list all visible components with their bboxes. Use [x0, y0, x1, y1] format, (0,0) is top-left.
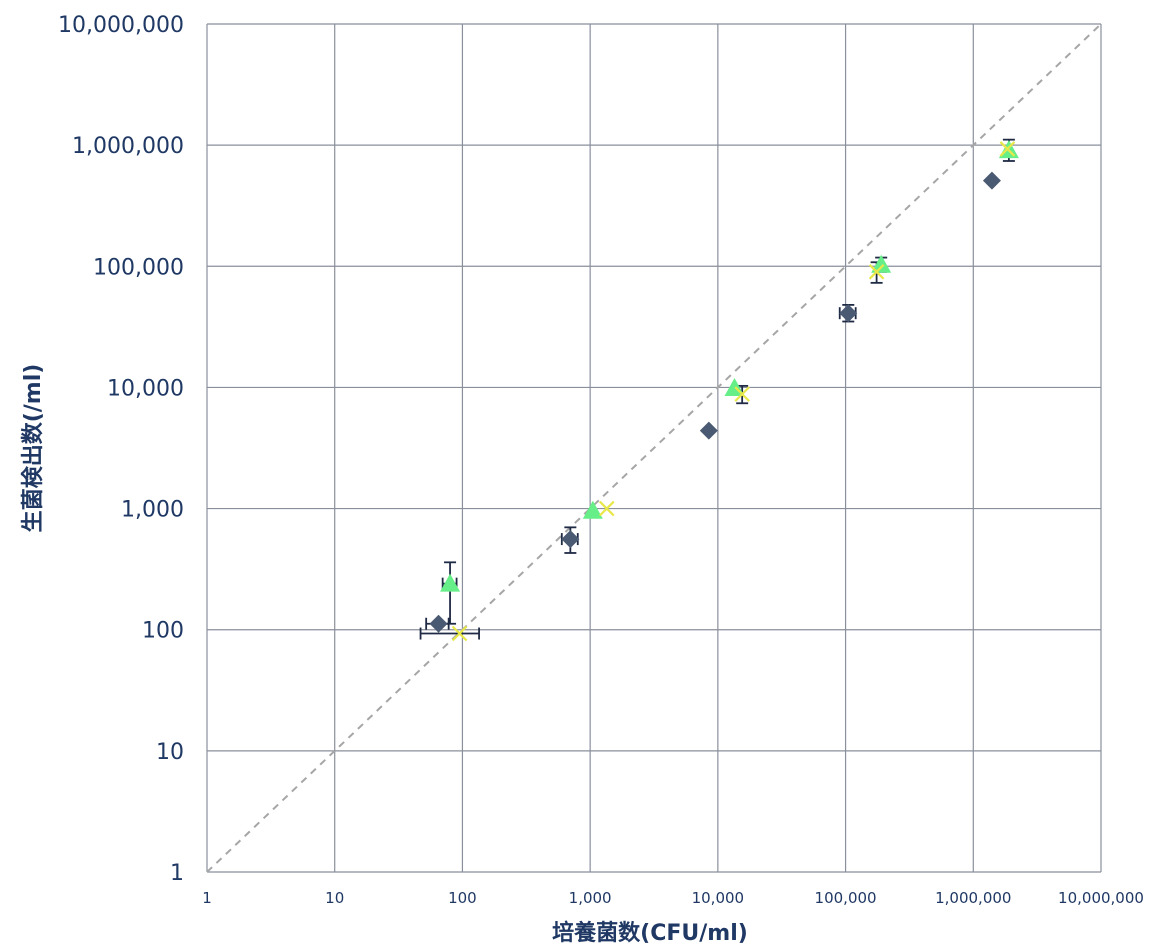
y-error-bar: [444, 561, 457, 625]
data-point-diamond: [839, 304, 858, 323]
y-tick-label: 100: [142, 619, 184, 644]
y-tick-label: 10: [156, 740, 184, 765]
x-tick-label: 1,000,000: [935, 889, 1011, 907]
y-tick-label: 10,000,000: [58, 13, 184, 38]
grid: [206, 23, 1102, 873]
tick-labels: 1 10 100 1,000 10,000 100,000 1,000,000 10,000,…: [58, 13, 1144, 907]
data-point-x: [599, 500, 615, 517]
data-point-diamond: [982, 171, 1001, 190]
y-axis-title: 生菌検出数(/ml): [20, 364, 46, 533]
x-error-bar: [419, 627, 480, 640]
data-point-triangle: [440, 573, 461, 592]
x-tick-label: 100: [448, 889, 477, 907]
reference-line: [206, 23, 1102, 873]
y-tick-label: 100,000: [93, 255, 184, 280]
data-point-x: [734, 386, 750, 402]
data-point-diamond: [429, 614, 448, 633]
x-tick-label: 10: [325, 889, 344, 907]
data-point-x: [999, 141, 1016, 157]
data-point-triangle: [871, 254, 892, 273]
data-point-x: [868, 264, 885, 280]
x-tick-label: 1,000: [569, 889, 612, 907]
data-point-x: [451, 625, 468, 642]
x-tick-label: 10,000,000: [1058, 889, 1144, 907]
y-tick-label: 10,000: [107, 376, 184, 401]
x-axis-title: 培養菌数(CFU/ml): [552, 920, 748, 946]
data-point-triangle: [582, 500, 603, 519]
x-tick-label: 10,000: [692, 889, 745, 907]
y-tick-label: 1: [170, 861, 184, 886]
x-tick-label: 100,000: [815, 889, 877, 907]
data-point-diamond: [699, 421, 718, 440]
x-tick-label: 1: [202, 889, 212, 907]
y-tick-label: 1,000: [121, 498, 184, 523]
data-point-diamond: [561, 530, 580, 549]
reference-line-layer: [206, 23, 1102, 873]
data-points: [429, 140, 1019, 642]
y-tick-label: 1,000,000: [72, 134, 184, 159]
